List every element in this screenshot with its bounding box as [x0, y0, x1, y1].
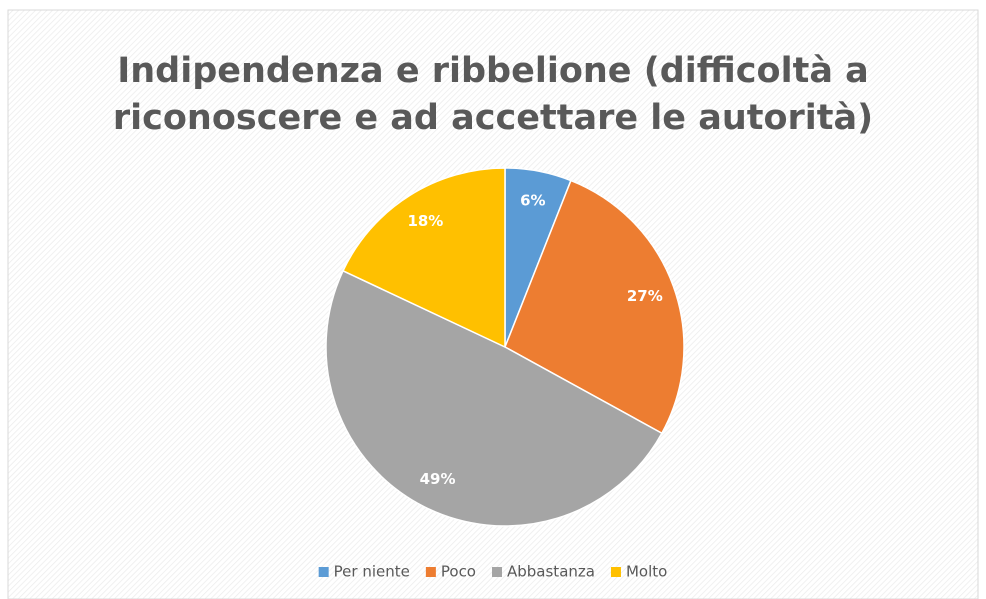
legend-label: Abbastanza	[507, 563, 595, 581]
legend-swatch	[492, 567, 502, 577]
chart-title: riconoscere e ad accettare le autorità)	[113, 98, 873, 138]
data-label: 18%	[407, 212, 443, 230]
data-label: 6%	[520, 192, 545, 210]
data-label: 27%	[627, 287, 663, 305]
pie-slice	[325, 269, 663, 527]
pie-slice	[342, 167, 506, 349]
chart-title: Indipendenza e ribbelione (difficoltà a	[117, 51, 869, 91]
legend-label: Per niente	[334, 563, 410, 581]
legend-swatch	[425, 567, 436, 577]
pie-slice	[504, 179, 685, 435]
legend-label: Molto	[626, 563, 667, 581]
legend-swatch	[610, 567, 621, 577]
legend-swatch	[318, 567, 329, 577]
legend-label: Poco	[441, 563, 476, 581]
data-label: 49%	[420, 470, 456, 488]
